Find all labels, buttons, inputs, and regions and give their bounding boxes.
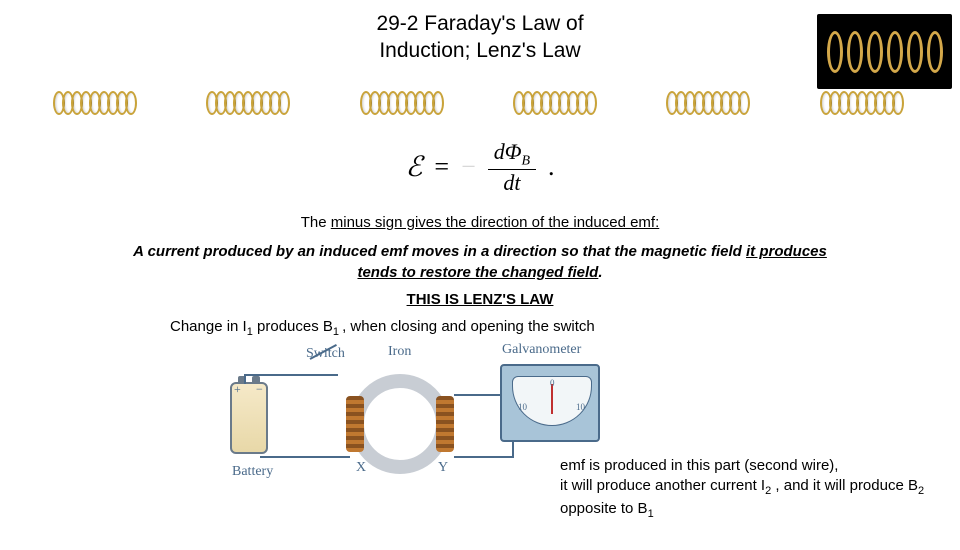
galvanometer-icon: 10 0 10 [500,364,600,442]
wire-icon [244,374,246,384]
minus-sign: − [461,152,476,182]
wire-icon [454,394,502,396]
slide-title: 29-2 Faraday's Law of Induction; Lenz's … [0,10,960,65]
title-line-2: Induction; Lenz's Law [379,39,580,62]
minus-sign-text: The minus sign gives the direction of th… [100,214,860,231]
coil-icon [516,89,597,117]
coil-icon [823,89,904,117]
battery-plus: + [234,382,241,397]
coil-divider-row [20,89,940,117]
coil-icon [209,89,290,117]
coil-icon [669,89,750,117]
equals-sign: = [434,152,449,182]
lenz-statement: A current produced by an induced emf mov… [120,241,840,283]
iron-ring-icon [350,374,450,474]
wire-icon [260,456,350,458]
change-i1-text: Change in I1 produces B1 , when closing … [170,318,960,338]
y-label: Y [438,460,448,476]
emf-symbol: ℰ [405,150,422,184]
x-label: X [356,460,366,476]
title-line-1: 29-2 Faraday's Law of [376,12,583,35]
galvanometer-label: Galvanometer [502,342,581,358]
coil-icon [363,89,444,117]
period: . [548,152,555,182]
iron-label: Iron [388,344,411,360]
wire-icon [268,374,338,376]
wire-icon [244,374,268,376]
wire-icon [454,456,514,458]
lenz-law-heading: THIS IS LENZ'S LAW [0,291,960,308]
faraday-formula: ℰ = − dΦB dt . [0,139,960,196]
coil-y-icon [436,396,454,452]
coil-icon [56,89,137,117]
emf-explanation: emf is produced in this part (second wir… [560,456,940,522]
wire-icon [512,442,514,458]
battery-minus: − [256,382,263,397]
battery-label: Battery [232,464,273,480]
solenoid-thumbnail [817,14,952,89]
fraction: dΦB dt [488,139,536,196]
coil-x-icon [346,396,364,452]
